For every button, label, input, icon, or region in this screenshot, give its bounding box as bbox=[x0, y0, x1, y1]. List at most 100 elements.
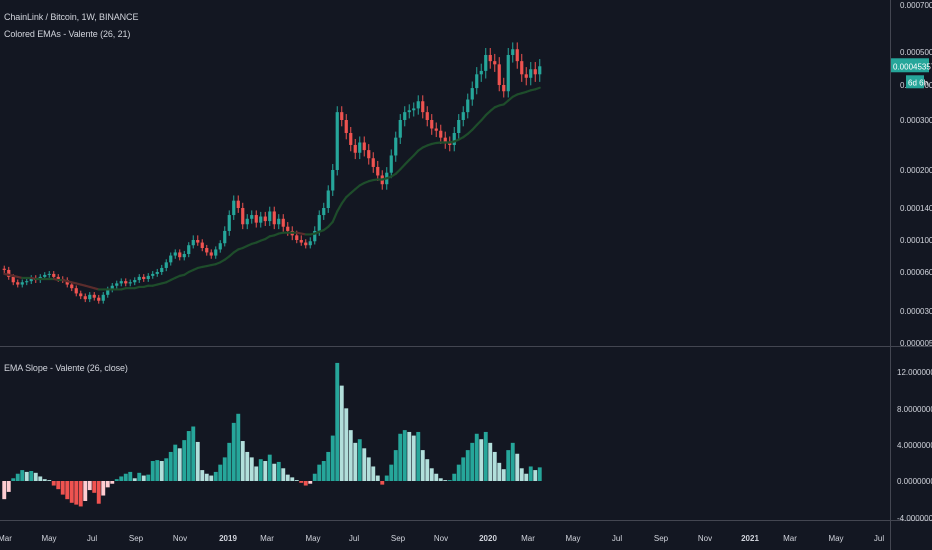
candle-body bbox=[425, 112, 429, 120]
candle bbox=[322, 202, 326, 220]
slope-bar bbox=[308, 481, 313, 484]
slope-bar bbox=[177, 448, 182, 481]
slope-bar bbox=[285, 474, 290, 481]
slope-bar bbox=[254, 466, 259, 481]
candle bbox=[313, 226, 317, 245]
price-pane[interactable] bbox=[2, 42, 542, 304]
slope-bar bbox=[465, 450, 470, 481]
candle-body bbox=[218, 243, 222, 250]
candle-body bbox=[497, 64, 501, 85]
slope-bar bbox=[416, 431, 421, 481]
slope-bar bbox=[96, 481, 101, 504]
candle-body bbox=[538, 66, 542, 75]
candle bbox=[79, 290, 83, 300]
slope-bar bbox=[83, 481, 88, 501]
slope-bar bbox=[537, 467, 542, 481]
candle-body bbox=[344, 120, 348, 133]
candle-body bbox=[151, 273, 155, 276]
time-axis-tick: Sep bbox=[654, 534, 669, 543]
candle-body bbox=[457, 120, 461, 133]
candle bbox=[115, 280, 119, 289]
candle-body bbox=[47, 273, 51, 275]
slope-bar bbox=[339, 385, 344, 481]
candle-body bbox=[187, 245, 191, 254]
candle bbox=[29, 275, 33, 285]
main-pane-legend: ChainLink / Bitcoin, 1W, BINANCE bbox=[4, 12, 139, 22]
time-axis-tick: 2019 bbox=[219, 534, 237, 543]
slope-bar bbox=[357, 439, 362, 481]
candle-body bbox=[155, 272, 159, 274]
slope-bar bbox=[227, 442, 232, 481]
slope-indicator-legend[interactable]: EMA Slope - Valente (26, close) bbox=[4, 363, 128, 373]
slope-bar bbox=[461, 457, 466, 481]
last-price-badge bbox=[891, 58, 929, 73]
candle-body bbox=[394, 137, 398, 156]
time-axis-tick: May bbox=[828, 534, 843, 543]
candle bbox=[502, 77, 506, 98]
candle bbox=[308, 237, 312, 249]
time-axis-tick: Mar bbox=[0, 534, 12, 543]
candle-body bbox=[16, 282, 20, 285]
candle bbox=[452, 126, 456, 152]
candle-body bbox=[353, 144, 357, 153]
candle-body bbox=[146, 275, 150, 279]
slope-bar bbox=[299, 481, 304, 483]
slope-bar bbox=[524, 473, 529, 481]
candle-body bbox=[119, 281, 123, 284]
candle bbox=[2, 265, 6, 274]
slope-bar bbox=[321, 461, 326, 481]
candle-body bbox=[241, 208, 245, 225]
candle-body bbox=[313, 230, 317, 242]
slope-bar bbox=[492, 451, 497, 481]
slope-bar bbox=[276, 461, 281, 481]
candle-body bbox=[272, 211, 276, 225]
slope-bar bbox=[191, 426, 196, 481]
slope-bar bbox=[29, 471, 34, 481]
candle-body bbox=[52, 273, 56, 277]
candle bbox=[425, 106, 429, 127]
candle bbox=[470, 81, 474, 106]
candle bbox=[110, 282, 114, 293]
ema-line-segment bbox=[327, 220, 334, 228]
candle bbox=[169, 252, 173, 266]
slope-bar bbox=[330, 435, 335, 481]
candle-body bbox=[65, 280, 69, 285]
candle-body bbox=[25, 281, 29, 283]
time-axis-tick: Jul bbox=[349, 534, 359, 543]
candle bbox=[173, 249, 177, 259]
time-axis-tick: Nov bbox=[698, 534, 712, 543]
candle-body bbox=[461, 112, 465, 120]
slope-bar bbox=[497, 462, 502, 481]
slope-bar bbox=[114, 479, 119, 481]
slope-pane[interactable] bbox=[2, 362, 542, 507]
candle bbox=[367, 144, 371, 165]
time-axis-tick: May bbox=[565, 534, 580, 543]
time-axis-tick: 2020 bbox=[479, 534, 497, 543]
slope-bar bbox=[533, 470, 538, 481]
candle-body bbox=[101, 294, 105, 301]
slope-bar bbox=[294, 480, 299, 481]
time-axis-tick: Sep bbox=[391, 534, 406, 543]
slope-bar bbox=[65, 481, 70, 500]
ema-line-segment bbox=[336, 202, 343, 213]
candle-body bbox=[362, 142, 366, 151]
slope-axis-tick: 0.00000000 bbox=[897, 477, 932, 486]
ema-indicator-legend[interactable]: Colored EMAs - Valente (26, 21) bbox=[4, 29, 131, 39]
candle bbox=[124, 278, 128, 287]
slope-bar bbox=[128, 471, 133, 481]
candle bbox=[182, 250, 186, 261]
time-axis-tick: 2021 bbox=[741, 534, 759, 543]
slope-bar bbox=[290, 477, 295, 481]
slope-bar bbox=[348, 430, 353, 481]
slope-bar bbox=[204, 473, 209, 481]
last-price-label: 0.00045357 bbox=[893, 62, 932, 71]
candle bbox=[74, 285, 78, 297]
slope-bar bbox=[281, 468, 286, 481]
slope-bar bbox=[146, 474, 151, 481]
slope-bar bbox=[411, 435, 416, 481]
slope-bar bbox=[137, 472, 142, 481]
candle bbox=[353, 138, 357, 160]
candle bbox=[371, 152, 375, 173]
ema-line-segment bbox=[534, 86, 541, 91]
